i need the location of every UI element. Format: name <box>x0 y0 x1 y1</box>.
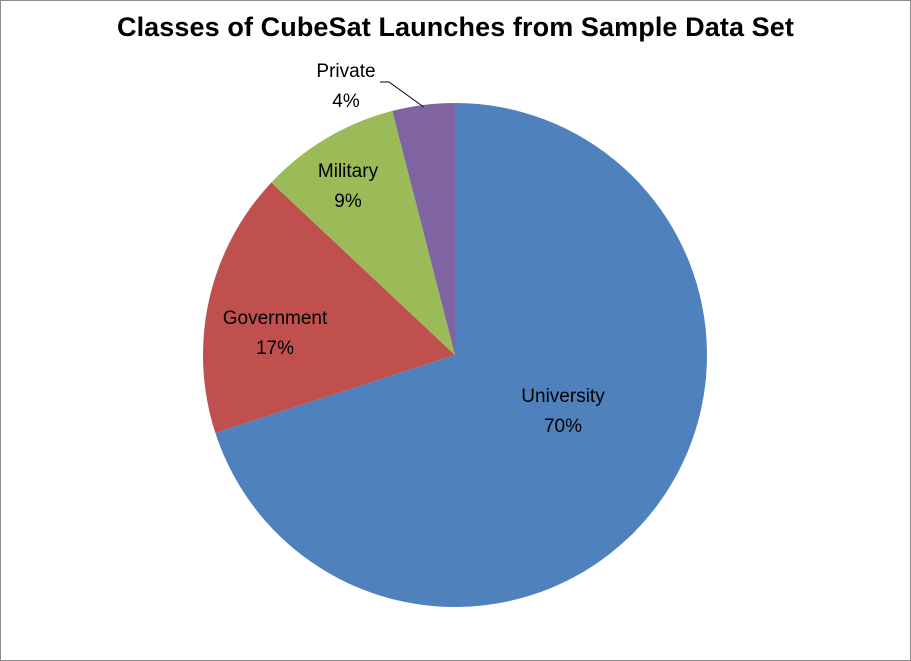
slice-label-private: Private <box>316 61 375 82</box>
leader-line-private <box>380 81 424 108</box>
chart-title: Classes of CubeSat Launches from Sample … <box>116 12 794 42</box>
pie-slice-university <box>215 103 707 607</box>
slice-label-university: University <box>521 386 605 407</box>
slice-percent-university: 70% <box>544 416 582 437</box>
pie-slice-government <box>202 182 455 433</box>
slice-percent-military: 9% <box>334 191 362 212</box>
pie-slice-military <box>271 110 455 355</box>
slice-percent-government: 17% <box>256 338 294 359</box>
slice-percent-private: 4% <box>332 91 360 112</box>
pie-slice-private <box>392 103 455 355</box>
slice-label-government: Government <box>223 308 328 329</box>
slice-label-military: Military <box>318 161 379 182</box>
